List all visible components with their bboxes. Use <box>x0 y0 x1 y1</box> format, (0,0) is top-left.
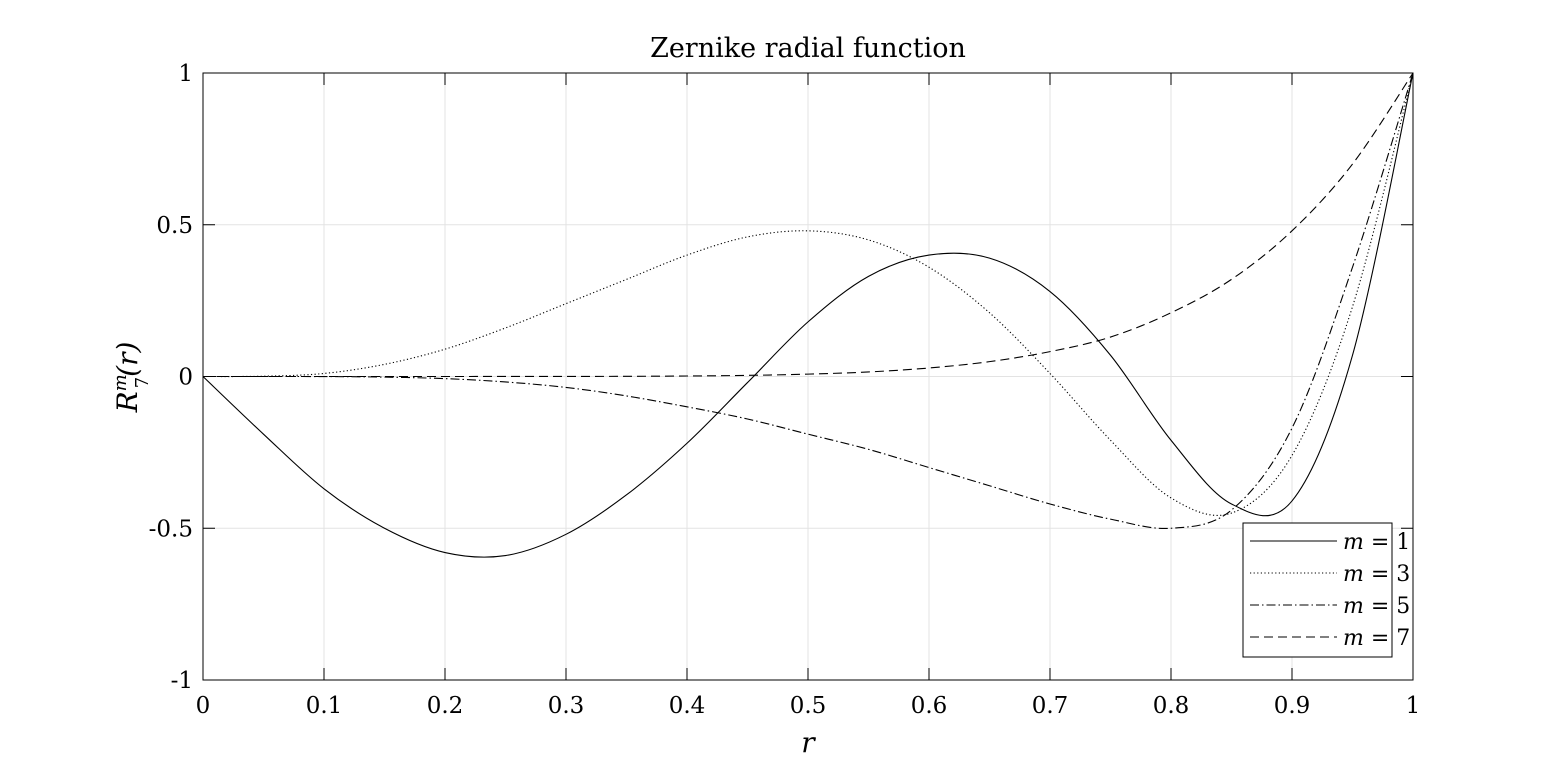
legend-box <box>1242 522 1393 658</box>
svg-text:Rm7(r): Rm7(r) <box>110 342 153 414</box>
y-axis-label: Rm7(r) <box>110 342 153 414</box>
tick-labels: 0 0.1 0.2 0.3 0.4 0.5 0.6 0.7 0.8 0.9 1 -1 -0.5 0 0.5 1 <box>149 61 1421 719</box>
y-label-base: R <box>111 391 144 413</box>
x-axis-label: r <box>801 726 816 759</box>
x-tick-label: 0.8 <box>1153 693 1190 719</box>
x-tick-label: 0.2 <box>427 693 464 719</box>
y-label-arg: (r) <box>111 342 144 377</box>
plot-lines <box>202 72 1414 558</box>
x-tick-label: 0.6 <box>911 693 948 719</box>
y-label-sub: 7 <box>132 377 153 388</box>
legend-label-3: m = 5 <box>1343 594 1410 619</box>
series-line-1 <box>202 72 1414 558</box>
series-line-3 <box>202 72 1414 530</box>
ticks <box>202 72 1414 681</box>
x-tick-label: 0.5 <box>790 693 827 719</box>
y-tick-label: 1 <box>178 61 193 87</box>
x-tick-label: 0.4 <box>669 693 706 719</box>
x-tick-label: 0.1 <box>306 693 343 719</box>
y-tick-label: 0 <box>178 365 193 391</box>
legend-label-2: m = 3 <box>1343 562 1410 587</box>
x-tick-label: 1 <box>1406 693 1421 719</box>
legend-label-1: m = 1 <box>1343 530 1410 555</box>
x-tick-label: 0.3 <box>548 693 585 719</box>
y-tick-label: -0.5 <box>149 516 193 542</box>
legend: m = 1 m = 3 m = 5 m = 7 <box>1242 522 1410 658</box>
y-tick-label: 0.5 <box>156 213 193 239</box>
chart-title: Zernike radial function <box>650 33 966 64</box>
grid <box>202 72 1414 681</box>
x-tick-label: 0 <box>196 693 211 719</box>
legend-label-4: m = 7 <box>1343 626 1410 651</box>
x-tick-label: 0.9 <box>1274 693 1311 719</box>
x-tick-label: 0.7 <box>1032 693 1069 719</box>
y-label-sup: m <box>110 374 131 391</box>
y-tick-label: -1 <box>171 668 193 694</box>
